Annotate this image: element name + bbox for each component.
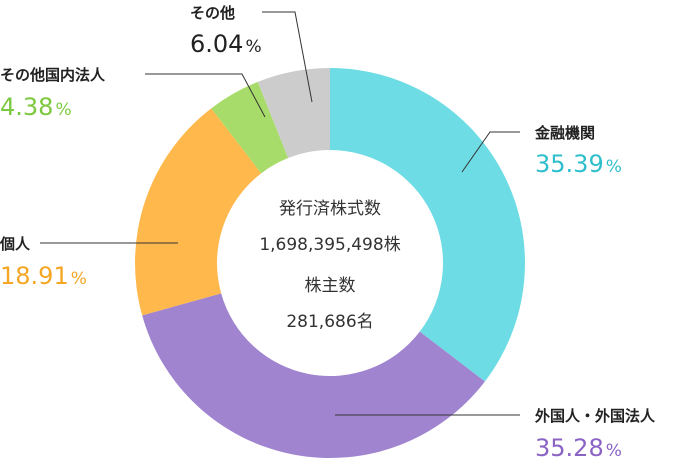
value-unit-other-domestic-corporations: % — [55, 100, 71, 120]
slice-financial-institutions — [330, 68, 525, 382]
slice-individuals — [135, 108, 262, 316]
value-unit-financial-institutions: % — [606, 157, 622, 177]
center-holders-unit: 名 — [357, 312, 374, 332]
value-number-financial-institutions: 35.39 — [535, 150, 604, 178]
label-financial-institutions: 金融機関 — [534, 124, 595, 142]
slice-foreign-corporations — [142, 293, 485, 459]
value-number-other-domestic-corporations: 4.38 — [0, 93, 53, 121]
leader-line-financial-institutions — [461, 131, 520, 173]
center-title: 発行済株式数 — [279, 199, 381, 219]
value-financial-institutions: 35.39% — [535, 150, 622, 178]
value-unit-individuals: % — [71, 269, 87, 289]
center-info: 発行済株式数 1,698,395,498株 株主数 281,686名 — [259, 199, 400, 332]
center-holders-title: 株主数 — [305, 276, 356, 296]
center-shares: 1,698,395,498株 — [259, 235, 400, 255]
label-foreign-corporations: 外国人・外国法人 — [534, 407, 656, 425]
center-shares-unit: 株 — [384, 235, 401, 255]
value-others: 6.04% — [190, 30, 262, 58]
value-unit-foreign-corporations: % — [606, 441, 622, 460]
slice-other-domestic-corporations — [211, 81, 289, 174]
label-individuals: 個人 — [0, 235, 31, 253]
center-shares-number: 1,698,395,498 — [259, 235, 383, 255]
center-holders-number: 281,686 — [286, 312, 356, 332]
value-other-domestic-corporations: 4.38% — [0, 93, 72, 121]
value-individuals: 18.91% — [0, 262, 87, 290]
value-foreign-corporations: 35.28% — [535, 434, 622, 460]
value-unit-others: % — [245, 37, 261, 57]
value-number-foreign-corporations: 35.28 — [535, 434, 604, 460]
center-holders: 281,686名 — [286, 312, 373, 332]
label-other-domestic-corporations: その他国内法人 — [0, 66, 106, 84]
leader-line-others — [262, 11, 313, 103]
slice-others — [257, 68, 330, 159]
label-others: その他 — [190, 4, 235, 22]
leader-line-other-domestic-corporations — [145, 73, 266, 118]
value-number-others: 6.04 — [190, 30, 243, 58]
value-number-individuals: 18.91 — [0, 262, 69, 290]
